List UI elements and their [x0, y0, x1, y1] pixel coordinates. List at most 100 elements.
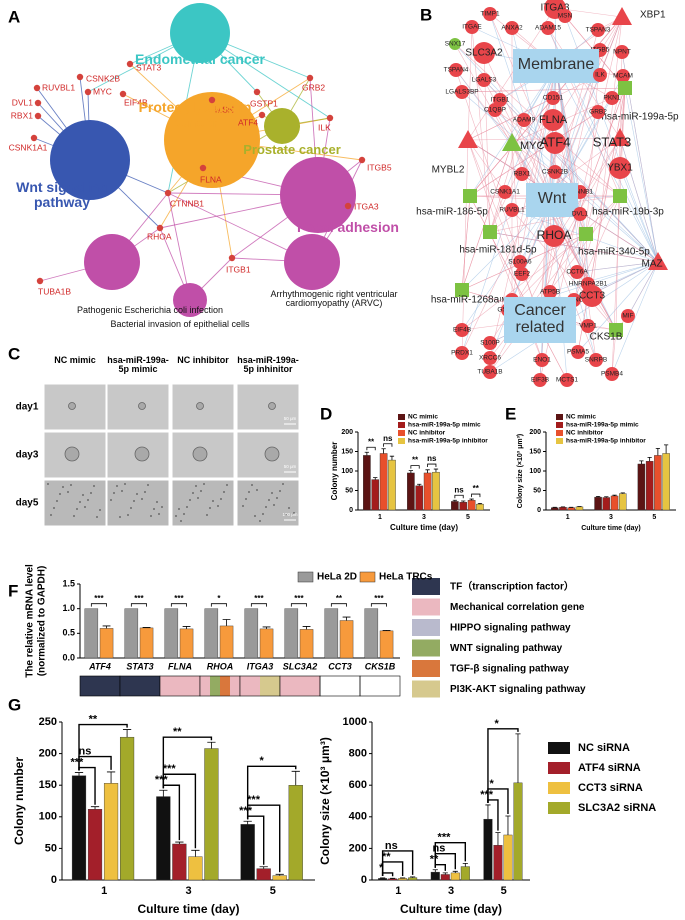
network-edge — [555, 65, 589, 285]
gene-node — [558, 9, 572, 23]
x-tick-label: 5 — [270, 885, 276, 897]
error-bar — [262, 626, 271, 629]
x-tick-label: 3 — [422, 514, 426, 521]
node-label: hsa-miR-19b-3p — [592, 207, 664, 218]
legend-label: NC inhibitor — [408, 430, 446, 437]
node-label: hsa-miR-186-5p — [416, 207, 488, 218]
x-tick-label: 1 — [378, 514, 382, 521]
bar — [483, 818, 493, 881]
node-label: STAT3 — [593, 134, 632, 149]
significance-label: ** — [382, 851, 391, 863]
y-tick-label: 400 — [349, 811, 367, 823]
cell — [189, 499, 191, 501]
bar — [139, 627, 154, 659]
network-edge — [461, 233, 587, 331]
gene-node — [156, 224, 164, 232]
gene-node — [515, 167, 529, 181]
bar — [339, 620, 354, 659]
cell — [68, 402, 76, 410]
panel-label: B — [420, 5, 432, 24]
mirna-node — [613, 189, 627, 203]
node-label: CTNNB1 — [567, 189, 593, 196]
bar — [398, 878, 408, 881]
gene-label: TUBA1B — [38, 286, 71, 296]
pathway-node — [264, 108, 300, 144]
y-axis-title: (normalized to GAPDH) — [37, 566, 48, 677]
micrograph — [43, 479, 107, 527]
y-tick-label: 600 — [349, 779, 367, 791]
legend-swatch — [556, 438, 563, 444]
legend-swatch — [548, 742, 570, 754]
legend-swatch — [398, 438, 405, 444]
network-edge — [454, 43, 621, 197]
legend-swatch — [398, 430, 405, 436]
node-label: PRDX1 — [451, 350, 473, 357]
error-bar — [425, 469, 430, 473]
error-bar — [74, 772, 84, 776]
row-label: day3 — [16, 450, 39, 461]
bar — [219, 625, 234, 659]
error-bar — [373, 477, 378, 480]
pathway-cell-border — [359, 675, 401, 697]
significance-bracket — [170, 603, 187, 607]
pathway-node — [84, 234, 140, 290]
bar — [467, 500, 476, 511]
significance-bracket — [130, 603, 147, 607]
y-axis-title: Colony size (×10³ μm³) — [318, 737, 332, 865]
node-label: CD151 — [543, 95, 564, 102]
legend-label: NC mimic — [566, 414, 596, 421]
pathway-cell — [230, 676, 240, 696]
cell — [212, 500, 214, 502]
significance-label: *** — [155, 774, 169, 786]
bar — [103, 783, 119, 881]
panel-label: C — [8, 344, 20, 363]
cell — [254, 515, 256, 517]
node-label: CCT6A — [566, 269, 588, 276]
significance-label: ** — [368, 437, 375, 446]
cell — [259, 520, 261, 522]
error-bar — [259, 866, 268, 869]
cell — [130, 507, 132, 509]
significance-label: *** — [174, 594, 184, 603]
network-edge — [461, 199, 553, 331]
node-label: PKN1 — [604, 95, 621, 102]
bar — [164, 608, 179, 659]
cell — [47, 483, 49, 485]
gene-node — [34, 99, 42, 107]
node-label: MCTS1 — [556, 377, 578, 384]
x-axis-title: Culture time (day) — [137, 902, 239, 916]
error-bar — [102, 625, 111, 629]
error-bar — [291, 770, 300, 786]
node-label: NPNT — [613, 49, 631, 56]
cell — [59, 493, 61, 495]
significance-bracket — [370, 603, 387, 607]
cell — [186, 506, 188, 508]
significance-bracket — [78, 723, 128, 771]
gene-node — [344, 202, 352, 210]
pathway-cell — [120, 676, 160, 696]
cell — [99, 509, 101, 511]
bar — [204, 608, 219, 659]
error-bar — [433, 468, 439, 473]
bar — [575, 506, 584, 511]
significance-label: *** — [94, 594, 104, 603]
significance-label: ** — [473, 484, 480, 493]
gene-node — [605, 91, 619, 105]
y-tick-label: 0 — [537, 507, 541, 514]
significance-label: *** — [247, 794, 261, 806]
gene-node — [571, 345, 585, 359]
network-edge — [585, 233, 589, 285]
cell — [268, 402, 276, 410]
bar — [662, 453, 670, 511]
cell — [50, 514, 52, 516]
gene-label: RBX1 — [11, 110, 33, 120]
error-bar — [604, 496, 609, 498]
significance-label: *** — [163, 763, 177, 775]
pathway-cell — [200, 676, 210, 696]
bar — [459, 502, 468, 511]
bar — [602, 497, 611, 511]
gene-label: GRB2 — [302, 82, 325, 92]
node-label: ITGB1 — [491, 97, 510, 104]
bar — [284, 608, 299, 659]
significance-bracket — [210, 603, 227, 607]
